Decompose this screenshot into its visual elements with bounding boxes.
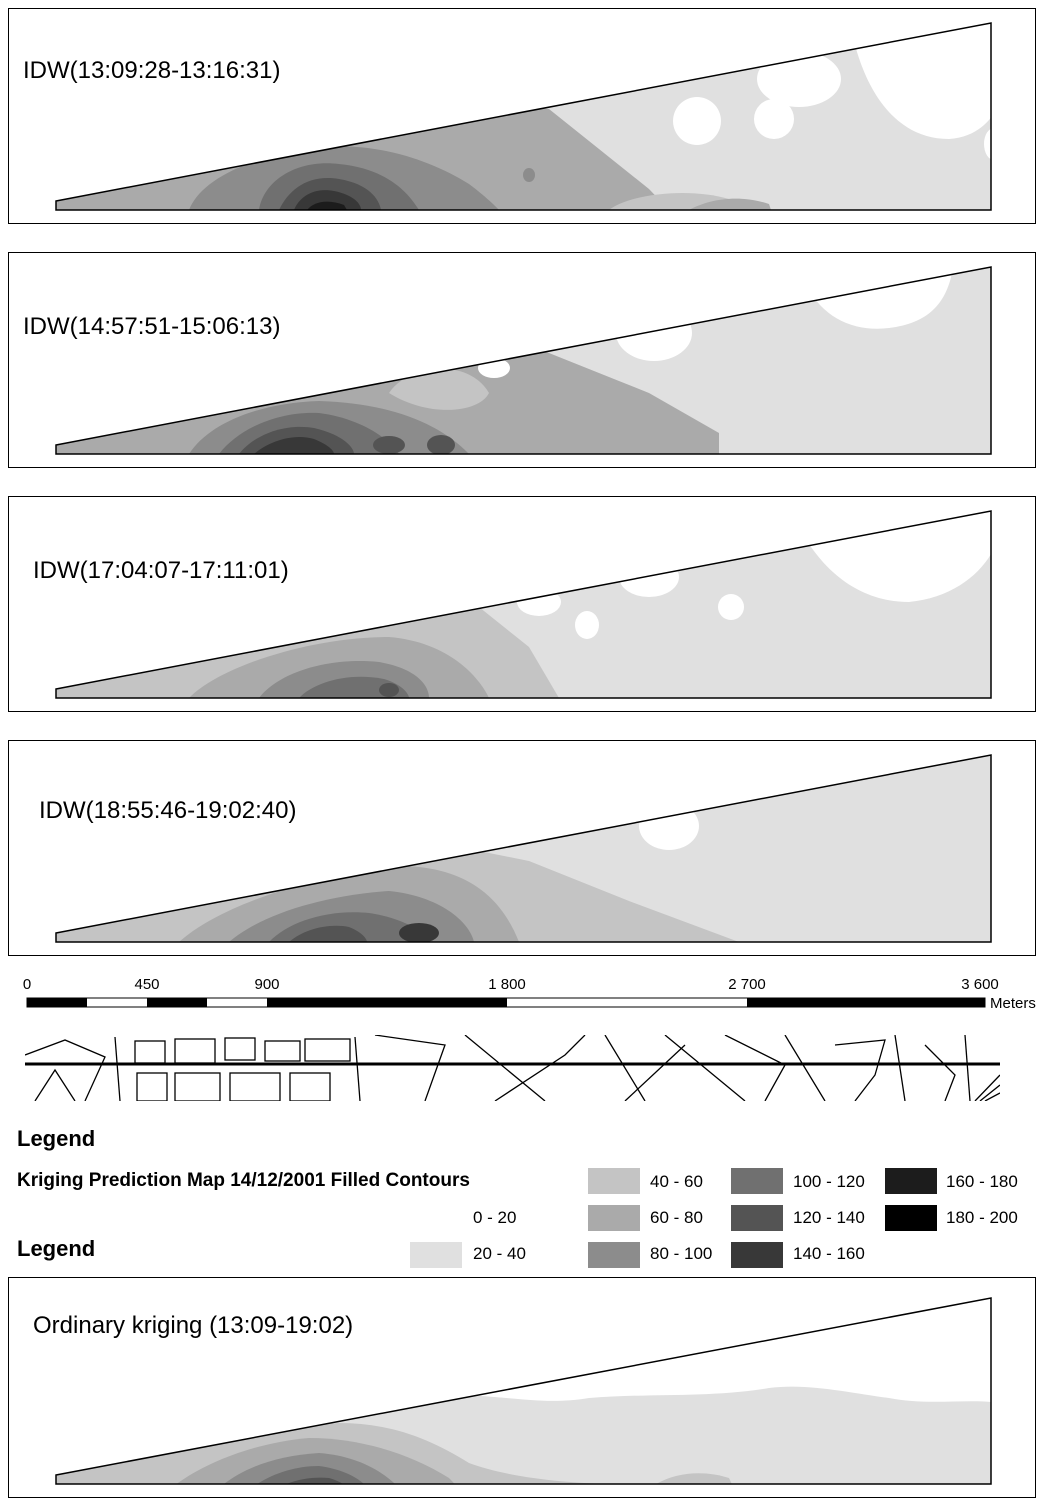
contour-map-4 [55, 754, 992, 943]
panel-title: IDW(18:55:46-19:02:40) [39, 797, 297, 824]
legend-swatch [731, 1168, 783, 1194]
panel-title: IDW(13:09:28-13:16:31) [23, 57, 281, 84]
legend-class-label: 180 - 200 [946, 1208, 1018, 1227]
legend-swatch [885, 1168, 937, 1194]
scale-tick-label: 3 600 [961, 976, 999, 993]
panel-title: IDW(17:04:07-17:11:01) [33, 557, 289, 584]
contour-map-5 [55, 1297, 992, 1485]
legend-heading: Legend [17, 1126, 96, 1151]
panel-title: Ordinary kriging (13:09-19:02) [33, 1312, 354, 1339]
street-map [25, 1035, 1000, 1101]
scale-tick-label: 450 [134, 976, 160, 993]
idw-map-panel-4: IDW(18:55:46-19:02:40) [8, 740, 1036, 956]
legend-swatch [410, 1242, 462, 1268]
scale-tick-label: 2 700 [728, 976, 766, 993]
contour-map-1 [55, 22, 992, 211]
contour-map-2 [55, 266, 992, 455]
legend-class-label: 120 - 140 [793, 1208, 865, 1227]
scale-bar [26, 997, 986, 1008]
legend-swatch [731, 1242, 783, 1268]
legend-swatch [588, 1205, 640, 1231]
idw-map-panel-2: IDW(14:57:51-15:06:13) [8, 252, 1036, 468]
legend-swatch [885, 1205, 937, 1231]
scale-tick-label: 1 800 [488, 976, 526, 993]
legend-swatch [588, 1242, 640, 1268]
legend-class-label: 80 - 100 [650, 1244, 713, 1263]
legend-map-title: Kriging Prediction Map 14/12/2001 Filled… [17, 1170, 470, 1191]
legend-class-label: 60 - 80 [650, 1208, 703, 1227]
legend-class-label: 100 - 120 [793, 1172, 865, 1191]
kriging-map-panel: Ordinary kriging (13:09-19:02) [8, 1277, 1036, 1498]
legend-swatch [731, 1205, 783, 1231]
legend-class-label: 20 - 40 [473, 1244, 526, 1263]
legend-heading: Legend [17, 1236, 96, 1261]
panel-title: IDW(14:57:51-15:06:13) [23, 313, 281, 340]
scale-unit: Meters [990, 995, 1036, 1012]
idw-map-panel-3: IDW(17:04:07-17:11:01) [8, 496, 1036, 712]
scale-tick-label: 0 [22, 976, 32, 993]
idw-map-panel-1: IDW(13:09:28-13:16:31) [8, 8, 1036, 224]
legend-class-label: 0 - 20 [473, 1208, 517, 1227]
legend-class-label: 160 - 180 [946, 1172, 1018, 1191]
legend-class-label: 140 - 160 [793, 1244, 865, 1263]
legend-swatch [588, 1168, 640, 1194]
contour-map-3 [55, 510, 992, 699]
legend-class-label: 40 - 60 [650, 1172, 703, 1191]
scale-tick-label: 900 [254, 976, 280, 993]
